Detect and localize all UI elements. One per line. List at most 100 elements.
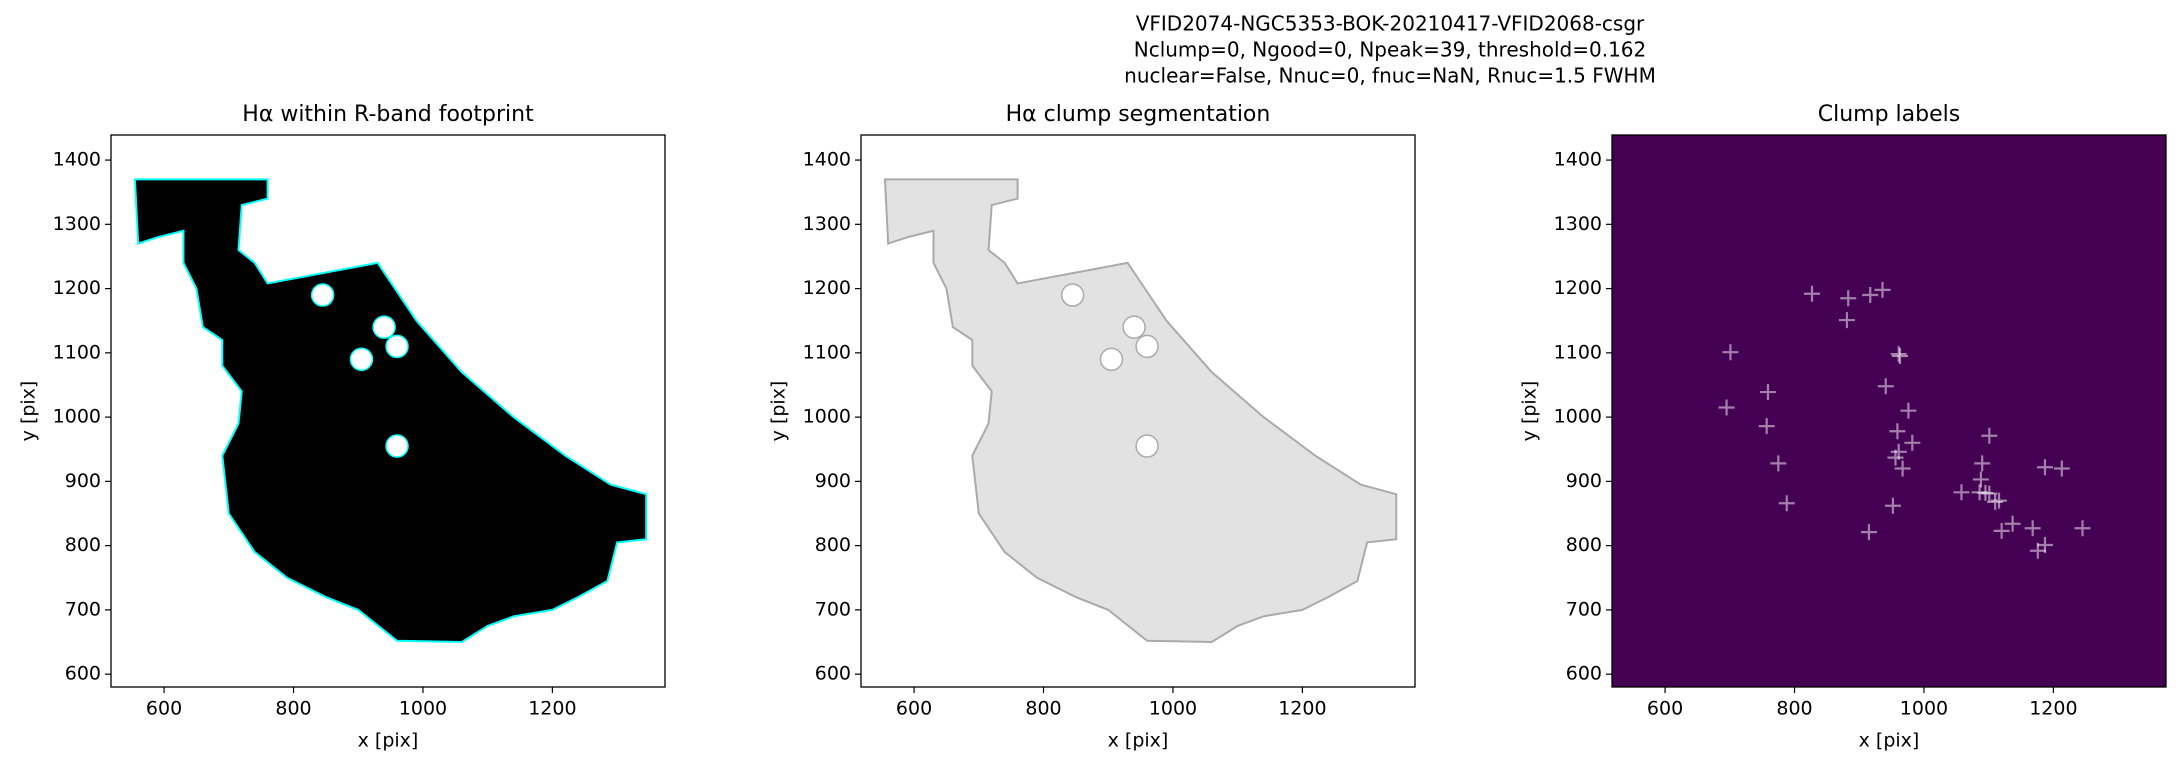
suptitle: Nclump=0, Ngood=0, Npeak=39, threshold=0… (1134, 38, 1647, 62)
peak-marker (1993, 522, 2010, 539)
x-tick-label: 600 (146, 698, 182, 720)
peak-marker (1718, 399, 1735, 416)
x-tick-label: 1200 (528, 698, 576, 720)
peak-marker (1904, 434, 1921, 451)
y-tick-label: 1400 (803, 149, 851, 171)
peak-marker (1758, 418, 1775, 435)
image-background (1612, 135, 2166, 687)
peak-marker (1890, 346, 1907, 363)
peak-marker (1759, 384, 1776, 401)
masked-star (1135, 434, 1159, 458)
peak-marker (1874, 281, 1891, 298)
x-tick-label: 1200 (1278, 698, 1326, 720)
peak-marker (1889, 423, 1906, 440)
peak-marker (2074, 520, 2091, 537)
peak-marker (2036, 459, 2053, 476)
peak-marker (1840, 290, 1857, 307)
peak-marker (1887, 449, 1904, 466)
suptitle: nuclear=False, Nnuc=0, fnuc=NaN, Rnuc=1.… (1124, 64, 1656, 88)
masked-star (349, 347, 374, 372)
y-tick-label: 1000 (53, 406, 101, 428)
masked-star (1122, 315, 1146, 339)
x-tick-label: 1200 (2029, 698, 2077, 720)
peak-marker (1770, 455, 1787, 472)
suptitle: VFID2074-NGC5353-BOK-20210417-VFID2068-c… (1136, 12, 1645, 36)
x-axis-label: x [pix] (1108, 730, 1169, 752)
peak-marker (1972, 471, 1989, 488)
x-axis-label: x [pix] (1859, 730, 1920, 752)
peak-marker (2024, 520, 2041, 537)
axes-title: Clump labels (1818, 102, 1960, 127)
peak-marker (1860, 524, 1877, 541)
peak-marker (1803, 285, 1820, 302)
peak-marker (1862, 287, 1879, 304)
x-tick-label: 800 (1025, 698, 1061, 720)
footprint-image (133, 178, 648, 644)
footprint-image (883, 178, 1398, 644)
y-tick-label: 600 (1566, 663, 1602, 685)
peak-marker (1877, 378, 1894, 395)
masked-star (1060, 283, 1085, 307)
y-tick-label: 1100 (803, 341, 851, 363)
plot-area (1612, 135, 2166, 687)
x-tick-label: 800 (1776, 698, 1812, 720)
plot-area (133, 178, 648, 644)
y-tick-label: 700 (815, 598, 851, 620)
y-tick-label: 1200 (1554, 277, 1602, 299)
y-tick-label: 1100 (1554, 341, 1602, 363)
masked-star (1135, 334, 1159, 359)
peak-marker (2004, 515, 2021, 532)
x-tick-label: 800 (275, 698, 311, 720)
peak-marker (1953, 484, 1970, 501)
y-axis-label: y [pix] (768, 381, 790, 442)
y-tick-label: 1100 (53, 341, 101, 363)
y-tick-label: 700 (1566, 598, 1602, 620)
y-tick-label: 900 (815, 470, 851, 492)
y-tick-label: 800 (815, 534, 851, 556)
peak-marker (2036, 536, 2053, 553)
peak-marker (1900, 402, 1917, 419)
y-tick-label: 1300 (803, 213, 851, 235)
y-tick-label: 1400 (1554, 149, 1602, 171)
x-axis-label: x [pix] (358, 730, 419, 752)
y-tick-label: 600 (65, 663, 101, 685)
peak-marker (1981, 427, 1998, 444)
x-tick-label: 1000 (399, 698, 447, 720)
masked-star (385, 334, 409, 359)
y-tick-label: 800 (65, 534, 101, 556)
y-tick-label: 1400 (53, 149, 101, 171)
axes-frame (860, 134, 1416, 688)
y-tick-label: 1300 (53, 213, 101, 235)
y-tick-label: 700 (65, 598, 101, 620)
axes-title: Hα within R-band footprint (242, 102, 534, 127)
masked-star (372, 315, 396, 339)
y-tick-label: 1000 (803, 406, 851, 428)
axes-frame (1611, 134, 2167, 688)
peak-marker (1884, 497, 1901, 514)
peak-marker (1838, 312, 1855, 329)
y-tick-label: 800 (1566, 534, 1602, 556)
peak-marker (1892, 348, 1908, 365)
masked-star (310, 283, 335, 307)
x-tick-label: 600 (1647, 698, 1683, 720)
peak-marker (1894, 460, 1911, 477)
y-tick-label: 1200 (803, 277, 851, 299)
axes-title: Hα clump segmentation (1006, 102, 1271, 127)
plot-area (883, 178, 1398, 644)
y-tick-label: 1000 (1554, 406, 1602, 428)
x-tick-label: 600 (896, 698, 932, 720)
masked-star (385, 434, 409, 458)
y-tick-label: 600 (815, 663, 851, 685)
peak-marker (1722, 344, 1739, 361)
y-axis-label: y [pix] (18, 381, 40, 442)
y-tick-label: 900 (1566, 470, 1602, 492)
y-tick-label: 1200 (53, 277, 101, 299)
peak-marker (1987, 493, 2004, 510)
x-tick-label: 1000 (1900, 698, 1948, 720)
axes-frame (110, 134, 666, 688)
peak-marker (1991, 492, 2008, 509)
x-tick-label: 1000 (1149, 698, 1197, 720)
peak-marker (1974, 455, 1991, 472)
y-tick-label: 900 (65, 470, 101, 492)
